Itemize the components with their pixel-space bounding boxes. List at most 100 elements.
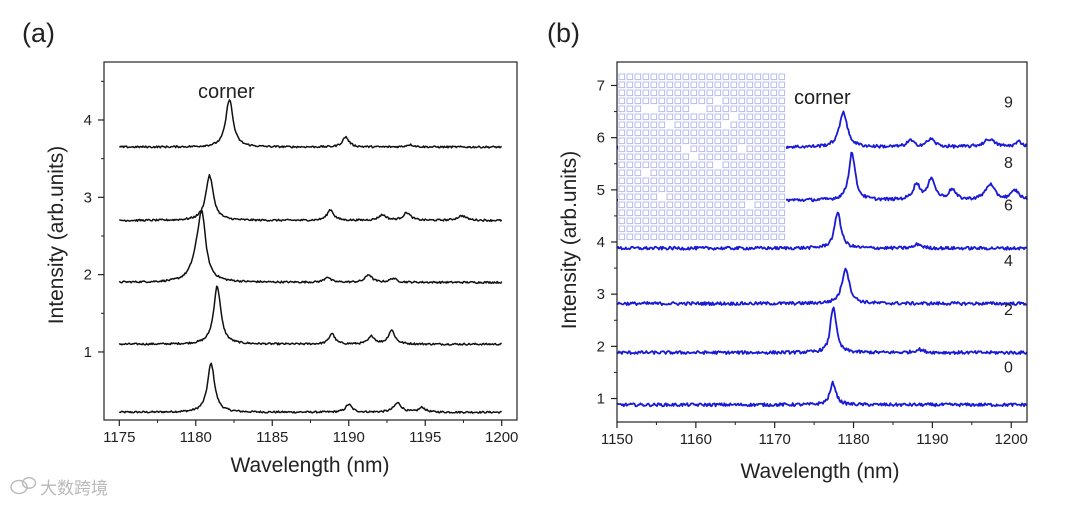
lattice-cell	[650, 137, 658, 145]
lattice-cell	[634, 105, 642, 113]
lattice-cell	[666, 153, 674, 161]
lattice-cell	[642, 233, 650, 241]
lattice-cell	[650, 233, 658, 241]
lattice-cell	[618, 233, 626, 241]
lattice-cell	[666, 201, 674, 209]
lattice-cell	[634, 201, 642, 209]
lattice-cell	[746, 193, 754, 201]
lattice-cell	[722, 233, 730, 241]
lattice-cell	[722, 193, 730, 201]
lattice-cell	[762, 129, 770, 137]
lattice-cell	[658, 177, 666, 185]
series-line-b-4	[616, 267, 1027, 306]
x-axis-title-a: Wavelength (nm)	[230, 454, 389, 477]
lattice-cell	[626, 97, 634, 105]
x-tick-label-b-1150: 1150	[601, 431, 633, 448]
lattice-cell	[706, 201, 714, 209]
plot-frame-a	[103, 61, 518, 421]
lattice-cell	[634, 161, 642, 169]
lattice-cell	[778, 89, 786, 97]
lattice-cell	[626, 73, 634, 81]
lattice-cell	[650, 153, 658, 161]
lattice-cell	[618, 169, 626, 177]
lattice-cell	[674, 105, 682, 113]
lattice-cell	[754, 225, 762, 233]
lattice-cell	[698, 153, 706, 161]
lattice-cell	[730, 161, 738, 169]
lattice-cell	[722, 225, 730, 233]
lattice-cell	[738, 129, 746, 137]
x-tick-label-a-1185: 1185	[256, 429, 288, 446]
lattice-cell	[746, 169, 754, 177]
lattice-cell	[730, 233, 738, 241]
lattice-cell	[762, 209, 770, 217]
lattice-cell	[770, 209, 778, 217]
lattice-cell	[666, 169, 674, 177]
lattice-cell	[642, 217, 650, 225]
lattice-cell	[658, 225, 666, 233]
lattice-cell	[746, 81, 754, 89]
lattice-cell	[730, 169, 738, 177]
lattice-cell	[770, 193, 778, 201]
lattice-cell	[754, 105, 762, 113]
lattice-cell	[706, 137, 714, 145]
lattice-cell	[706, 81, 714, 89]
lattice-cell	[746, 137, 754, 145]
lattice-cell	[626, 129, 634, 137]
lattice-cell	[618, 105, 626, 113]
lattice-cell	[658, 161, 666, 169]
lattice-cell	[746, 177, 754, 185]
series-line-a-trace-5	[118, 99, 503, 149]
lattice-cell	[770, 177, 778, 185]
lattice-cell	[754, 209, 762, 217]
lattice-cell	[778, 201, 786, 209]
lattice-cell	[714, 145, 722, 153]
lattice-cell	[650, 113, 658, 121]
lattice-cell	[690, 129, 698, 137]
lattice-cell	[754, 113, 762, 121]
lattice-cell	[674, 201, 682, 209]
lattice-cell	[650, 97, 658, 105]
chart-panel-b: (b) Intensity (arb.units) Wavelength (nm…	[547, 18, 1028, 483]
lattice-cell	[722, 161, 730, 169]
x-axis-title-b: Wavelength (nm)	[740, 460, 899, 483]
lattice-cell	[698, 169, 706, 177]
lattice-cell	[658, 201, 666, 209]
lattice-cell	[698, 217, 706, 225]
x-tick-label-b-1180: 1180	[837, 431, 869, 448]
lattice-cell	[618, 225, 626, 233]
lattice-cell	[714, 225, 722, 233]
lattice-cell	[658, 73, 666, 81]
y-tick-label-a-2: 2	[84, 267, 92, 284]
lattice-cell	[698, 225, 706, 233]
lattice-cell	[618, 209, 626, 217]
lattice-cell	[762, 97, 770, 105]
lattice-cell	[690, 113, 698, 121]
lattice-cell	[666, 161, 674, 169]
lattice-cell	[626, 137, 634, 145]
lattice-cell	[618, 161, 626, 169]
y-axis-title-a: Intensity (arb.units)	[45, 146, 68, 325]
lattice-cell	[778, 161, 786, 169]
lattice-cell	[762, 217, 770, 225]
lattice-cell	[706, 177, 714, 185]
trace-label-9: 9	[1004, 94, 1013, 111]
lattice-cell	[690, 121, 698, 129]
lattice-cell	[778, 73, 786, 81]
lattice-cell	[738, 201, 746, 209]
lattice-cell	[674, 153, 682, 161]
lattice-cell	[618, 153, 626, 161]
lattice-cell	[658, 185, 666, 193]
lattice-cell	[674, 129, 682, 137]
lattice-cell	[682, 97, 690, 105]
lattice-cell	[618, 73, 626, 81]
lattice-cell	[666, 225, 674, 233]
lattice-cell	[722, 153, 730, 161]
lattice-cell	[714, 73, 722, 81]
lattice-cell	[650, 145, 658, 153]
lattice-cell	[778, 137, 786, 145]
lattice-cell	[666, 129, 674, 137]
lattice-cell	[698, 129, 706, 137]
lattice-cell	[650, 209, 658, 217]
lattice-cell	[634, 121, 642, 129]
